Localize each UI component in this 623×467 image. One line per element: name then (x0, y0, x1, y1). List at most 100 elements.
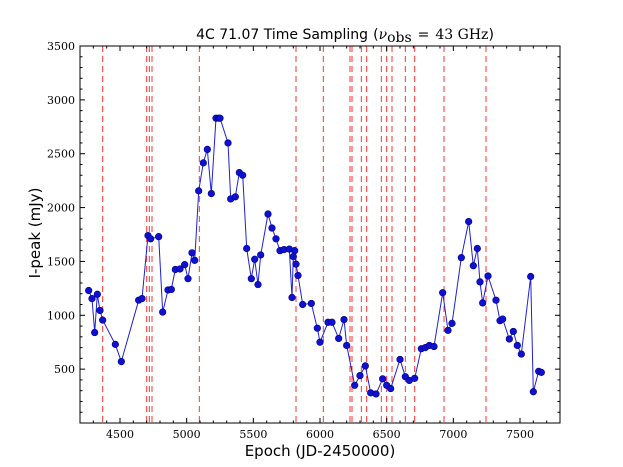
data-point (479, 299, 487, 307)
data-point (291, 247, 299, 255)
data-point (387, 384, 395, 393)
data-point (476, 278, 484, 286)
data-point (448, 319, 456, 327)
data-point (93, 290, 101, 298)
data-point (444, 326, 452, 334)
data-point (430, 342, 438, 351)
data-point (216, 114, 224, 122)
y-tick-label: 3500 (47, 40, 75, 53)
data-point (224, 139, 232, 147)
data-point (268, 224, 276, 232)
data-point (499, 315, 507, 323)
y-axis-label: I-peak (mJy) (26, 188, 44, 279)
data-point (513, 341, 521, 350)
y-tick-label: 1000 (47, 309, 75, 322)
x-tick-label: 6000 (306, 428, 334, 441)
axis-ticks: 4500 5000 5500 6000 6500 7000 7500 500 1000 1500 2… (47, 40, 560, 441)
data-point (231, 193, 239, 201)
data-point (529, 388, 537, 396)
data-point (254, 280, 262, 289)
plot-frame (79, 45, 561, 424)
data-point (509, 327, 517, 336)
data-point (191, 256, 199, 264)
data-point (313, 324, 321, 332)
data-point (111, 340, 119, 348)
data-point (91, 328, 99, 337)
data-point (372, 390, 380, 398)
title-nu: ν (379, 27, 388, 43)
data-point (335, 334, 343, 343)
data-series (85, 114, 545, 398)
data-point (473, 244, 481, 253)
data-point (396, 355, 404, 364)
data-point (343, 341, 351, 350)
data-point (207, 189, 215, 198)
data-point (147, 235, 155, 243)
data-point (411, 374, 419, 382)
data-point (379, 375, 387, 383)
y-tick-label: 2500 (47, 148, 75, 161)
data-point (356, 372, 364, 380)
y-tick-label: 2000 (47, 202, 75, 215)
data-point (316, 338, 324, 346)
data-point (99, 316, 107, 324)
data-point (176, 265, 184, 273)
x-tick-label: 5500 (239, 428, 267, 441)
data-point (199, 159, 207, 167)
data-point (457, 254, 465, 262)
data-point (239, 171, 247, 179)
data-point (264, 210, 272, 218)
data-point (96, 306, 104, 315)
data-point (527, 272, 535, 281)
data-point (289, 252, 297, 261)
title-eq: = (418, 27, 430, 43)
chart-title-group: 4C 71.07 Time Sampling (νobs = 43 GHz) (196, 24, 494, 46)
data-point (439, 289, 447, 297)
data-point (340, 315, 348, 324)
data-point (537, 368, 545, 376)
data-point (251, 255, 259, 263)
data-point (181, 261, 189, 269)
series-line (88, 117, 542, 395)
data-point (195, 187, 203, 195)
data-point (505, 335, 513, 343)
data-point (138, 294, 146, 303)
data-point (307, 299, 315, 308)
y-tick-label: 1500 (47, 255, 75, 268)
data-point (465, 217, 473, 226)
x-tick-label: 7500 (506, 428, 534, 441)
data-point (484, 272, 492, 280)
x-tick-label: 4500 (106, 428, 134, 441)
data-point (351, 381, 359, 389)
data-point (203, 145, 211, 154)
data-point (292, 260, 300, 268)
data-point (88, 294, 96, 303)
data-point (159, 308, 167, 316)
y-tick-label: 500 (54, 363, 75, 376)
data-point (517, 350, 525, 358)
x-tick-label: 5000 (173, 428, 201, 441)
data-point (361, 362, 369, 370)
data-point (299, 300, 307, 309)
data-point (184, 275, 192, 283)
data-point (117, 358, 125, 366)
title-value: 43 GHz (435, 27, 488, 43)
chart-title: 4C 71.07 Time Sampling (196, 27, 368, 43)
data-point (247, 275, 255, 283)
data-point (328, 318, 336, 326)
data-point (294, 271, 302, 280)
data-point (272, 235, 280, 243)
title-sub: obs (387, 30, 412, 46)
data-point (188, 249, 196, 257)
data-point (167, 285, 175, 294)
data-point (469, 262, 477, 270)
data-point (155, 233, 163, 241)
y-tick-label: 3000 (47, 94, 75, 107)
x-tick-label: 6500 (373, 428, 401, 441)
data-point (288, 293, 296, 302)
data-point (85, 286, 93, 295)
x-tick-label: 7000 (439, 428, 467, 441)
data-point (492, 296, 500, 304)
data-point (257, 251, 265, 259)
